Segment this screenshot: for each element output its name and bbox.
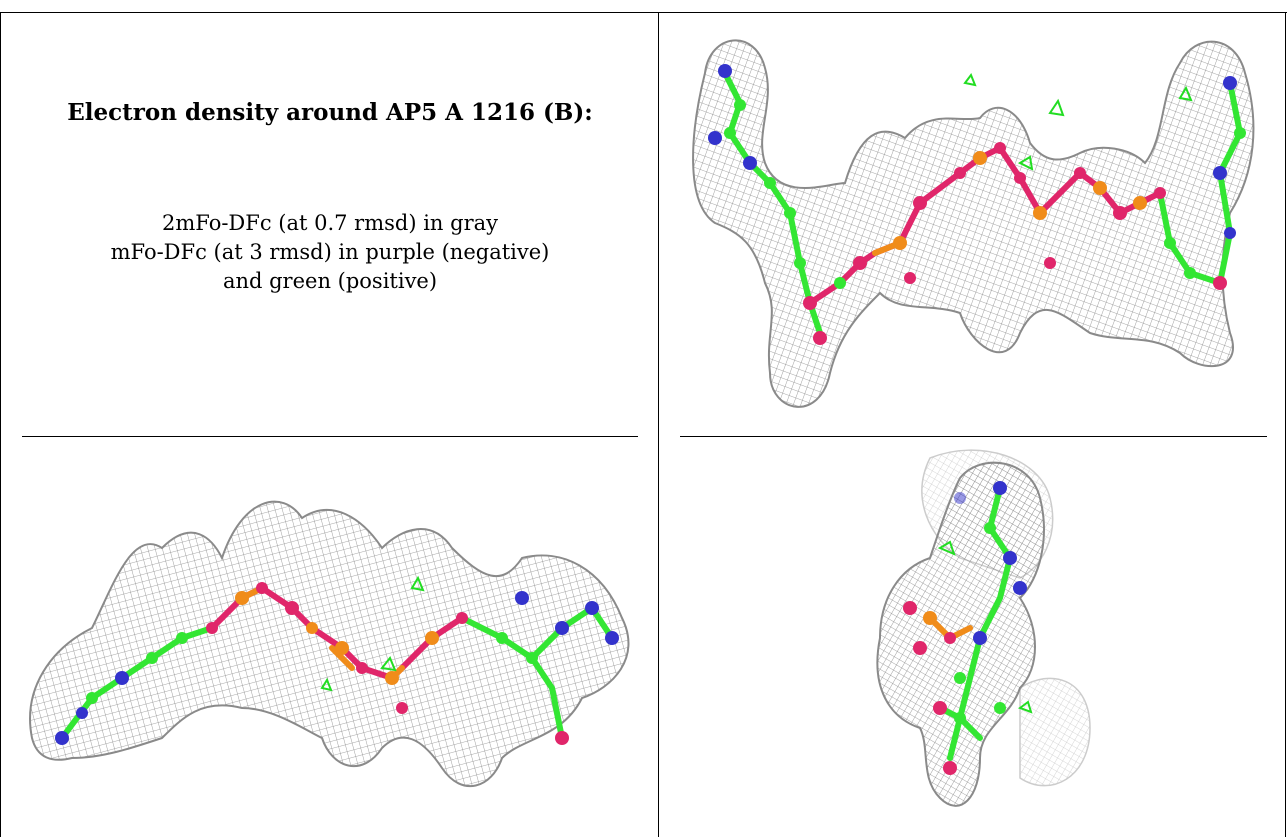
positive-density-blobs xyxy=(963,72,1193,171)
caption-title: Electron density around AP5 A 1216 (B): xyxy=(67,99,593,126)
density-view-bottom-right xyxy=(660,438,1285,837)
table-center-border xyxy=(658,12,659,837)
table-right-border xyxy=(1285,12,1286,837)
table-middle-border-right xyxy=(680,436,1267,437)
table-left-border xyxy=(0,12,1,837)
density-image-3 xyxy=(876,449,1091,807)
density-image-1 xyxy=(692,39,1255,408)
positive-density-blobs xyxy=(937,540,1033,714)
table-top-border xyxy=(0,12,1287,13)
caption-line-mfo-dfc: mFo-DFc (at 3 rmsd) in purple (negative) xyxy=(110,240,550,264)
table-middle-border-left xyxy=(22,436,638,437)
caption-line-positive: and green (positive) xyxy=(222,269,438,293)
caption-line-2mfo-dfc: 2mFo-DFc (at 0.7 rmsd) in gray xyxy=(162,211,498,235)
caption-cell: Electron density around AP5 A 1216 (B): … xyxy=(2,13,658,436)
density-view-bottom-left xyxy=(2,438,658,837)
density-image-2 xyxy=(29,500,630,788)
density-view-top-right xyxy=(660,13,1285,436)
ligand-atoms xyxy=(708,64,1246,345)
ligand-atoms xyxy=(55,582,619,745)
caption-legend: 2mFo-DFc (at 0.7 rmsd) in gray mFo-DFc (… xyxy=(2,209,658,296)
density-mesh xyxy=(692,39,1255,408)
positive-density-blobs xyxy=(320,575,425,692)
ligand-atoms xyxy=(903,481,1027,775)
density-mesh xyxy=(29,500,630,788)
